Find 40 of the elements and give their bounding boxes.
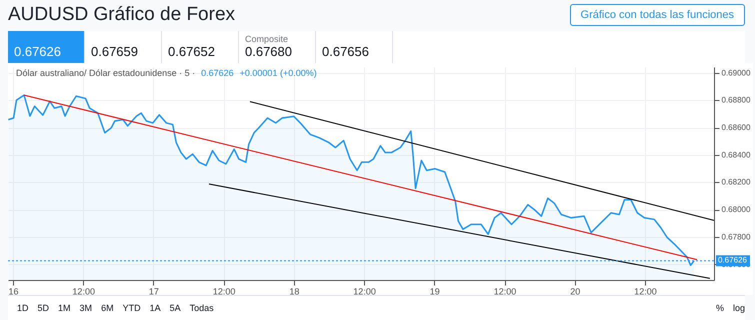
text: Composite (245, 34, 290, 44)
annotation: Dólar australiano/ Dólar estadounidense · 5 · (16, 68, 196, 78)
text: 0.67652 (168, 44, 216, 59)
text: 0.67626 (14, 44, 62, 59)
text: log (732, 303, 745, 313)
x-tick-label: 12:00 (72, 286, 95, 296)
y-tick-label: 0.68800 (722, 96, 751, 105)
chart-title: AUDUSD Gráfico de Forex (8, 4, 236, 26)
x-tick-label: 16 (8, 286, 18, 296)
x-tick-label: 12:00 (353, 286, 376, 296)
y-tick-label: 0.68400 (722, 150, 751, 160)
text: 6M (101, 303, 114, 313)
x-tick-label: 12:00 (494, 286, 516, 296)
y-tick-label: 0.68600 (722, 123, 751, 132)
text: 1M (58, 303, 71, 313)
ref-line-label: 0.67626 (718, 256, 748, 265)
x-tick-label: 20 (570, 286, 580, 296)
x-tick-label: 12:00 (212, 286, 236, 296)
text: Gráfico con todas las funciones (570, 4, 745, 26)
y-tick-label: 0.68200 (722, 178, 751, 187)
y-tick-label: 0.67800 (722, 232, 751, 242)
x-tick-label: 18 (289, 286, 300, 296)
text: 5A (170, 303, 181, 313)
text: 1A (150, 303, 161, 313)
y-tick-label: 0.68000 (722, 205, 751, 214)
text: 0.67656 (322, 44, 370, 59)
text: 0.67659 (91, 44, 139, 59)
text: Todas (190, 303, 214, 313)
x-tick-label: 12:00 (634, 286, 657, 296)
annotation: 0.67626 (201, 68, 234, 78)
text: % (716, 303, 724, 313)
text: 0.67680 (245, 44, 293, 59)
x-tick-label: 19 (430, 286, 440, 296)
text: YTD (122, 303, 141, 313)
y-tick-label: 0.69000 (722, 68, 751, 78)
x-tick-label: 17 (148, 286, 159, 296)
text: 5D (38, 303, 50, 313)
text: 1D (17, 303, 29, 313)
annotation: +0.00001 (+0.00%) (240, 68, 317, 78)
text: 3M (80, 303, 92, 313)
